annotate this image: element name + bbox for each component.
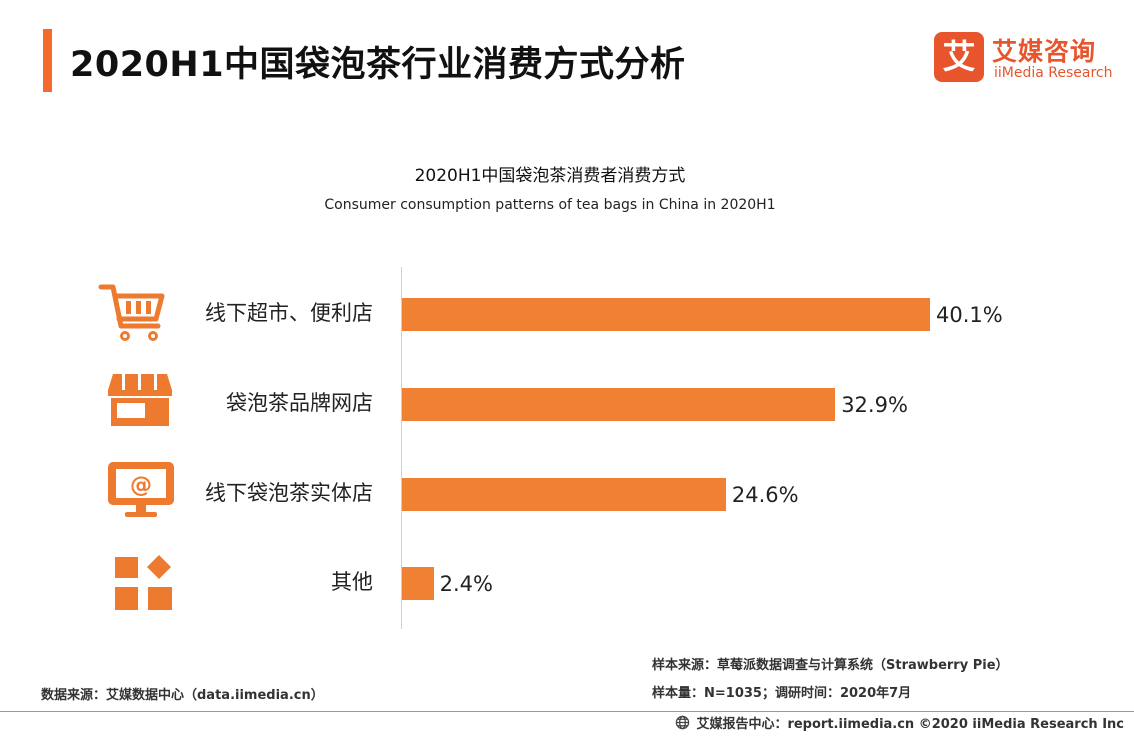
footer-divider	[0, 711, 1134, 712]
bar-other	[402, 567, 434, 600]
sample-source-note: 样本来源：草莓派数据调查与计算系统（Strawberry Pie）	[652, 658, 1009, 673]
value-label: 24.6%	[731, 483, 799, 507]
footer-text: 艾媒报告中心：report.iimedia.cn ©2020 iiMedia R…	[696, 717, 1124, 732]
logo-name-cn: 艾媒咨询	[992, 37, 1097, 66]
storefront-icon	[108, 374, 172, 426]
value-label: 40.1%	[936, 303, 1003, 327]
category-label: 其他	[331, 570, 373, 594]
computer-at-icon: @	[108, 462, 174, 517]
grid-shapes-icon	[115, 555, 172, 610]
sample-size-note: 样本量：N=1035；调研时间：2020年7月	[652, 686, 912, 701]
value-label: 2.4%	[439, 572, 493, 596]
bar-offline-supermarket	[402, 298, 930, 331]
globe-icon	[676, 715, 690, 730]
data-source-note: 数据来源：艾媒数据中心（data.iimedia.cn）	[41, 688, 324, 703]
chart-subtitle: Consumer consumption patterns of tea bag…	[324, 197, 776, 213]
logo-name-en: iiMedia Research	[994, 65, 1113, 81]
page-title: 2020H1中国袋泡茶行业消费方式分析	[70, 45, 686, 85]
footer: 艾媒报告中心：report.iimedia.cn ©2020 iiMedia R…	[675, 713, 1124, 732]
category-label: 线下超市、便利店	[205, 301, 373, 325]
chart-title: 2020H1中国袋泡茶消费者消费方式	[414, 166, 686, 186]
bar-offline-physical-store	[402, 478, 726, 511]
category-label: 线下袋泡茶实体店	[205, 481, 373, 505]
iimedia-logo: 艾 艾媒咨询 iiMedia Research	[934, 32, 1114, 84]
shopping-cart-icon	[98, 284, 165, 341]
logo-mark: 艾	[934, 32, 984, 82]
category-axis-line	[401, 267, 402, 629]
category-label: 袋泡茶品牌网店	[226, 391, 373, 415]
title-accent-bar	[43, 29, 52, 92]
value-label: 32.9%	[841, 393, 908, 417]
svg-text:@: @	[130, 473, 152, 498]
bar-brand-online-store	[402, 388, 836, 421]
